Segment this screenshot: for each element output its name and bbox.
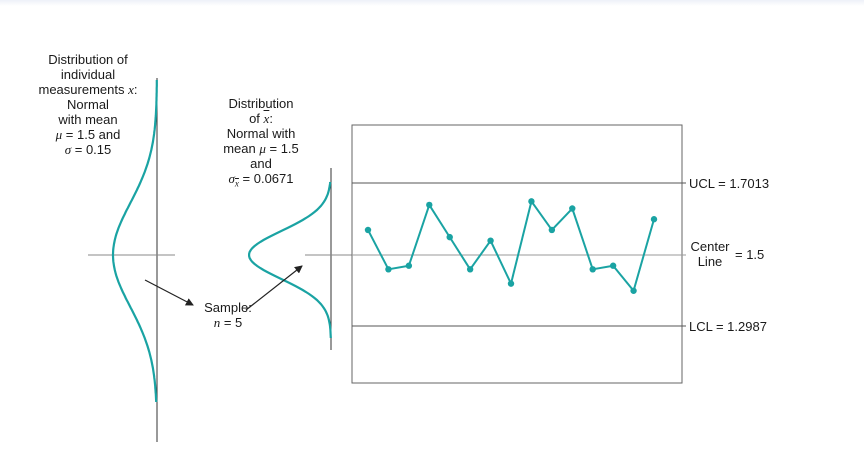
xbar-dist-line2-suffix: : xyxy=(269,111,273,126)
xbar-dist-line2-pre: of xyxy=(249,111,264,126)
series-segment xyxy=(428,204,451,238)
lcl-label: LCL = 1.2987 xyxy=(689,319,767,334)
xbar-dist-sigma-symbol: σ xyxy=(228,171,235,186)
data-point xyxy=(589,266,596,273)
control-chart-box xyxy=(351,124,683,384)
xbar-dist-line6-rest: = 0.0671 xyxy=(238,171,294,186)
individual-dist-mu-symbol: μ xyxy=(55,127,63,142)
xbar-dist-sigma-subscript: x xyxy=(234,178,239,189)
individual-dist-line5: with mean xyxy=(58,112,118,127)
series-segment xyxy=(612,265,635,292)
sample-arrow-to-xbar xyxy=(245,265,303,311)
xbar-dist-line4: mean μ = 1.5 xyxy=(206,141,316,156)
series-segment xyxy=(489,240,512,285)
data-point xyxy=(385,266,392,273)
xbar-series xyxy=(364,198,658,294)
series-segment xyxy=(551,207,574,231)
series-segment xyxy=(367,229,390,270)
individual-dist-curve xyxy=(111,80,158,403)
ucl-label: UCL = 1.7013 xyxy=(689,176,770,191)
xbar-dist-line4-pre: mean xyxy=(223,141,260,156)
individual-dist-line4: Normal xyxy=(67,97,109,112)
sample-line2: n = 5 xyxy=(198,315,258,330)
data-point xyxy=(405,262,413,269)
data-point xyxy=(487,237,494,244)
individual-dist-line1: Distribution of xyxy=(48,52,128,67)
data-point xyxy=(630,287,637,294)
xbar-dist-line1: Distribution xyxy=(228,96,294,111)
xbar-dist-line6: σx = 0.0671 xyxy=(206,171,316,192)
center-label-line1: Center xyxy=(690,239,730,254)
series-segment xyxy=(448,236,471,270)
sample-arrow-from-population xyxy=(144,279,194,306)
individual-dist-line7: σ = 0.15 xyxy=(28,142,148,157)
series-segment xyxy=(388,264,410,271)
data-point xyxy=(446,233,453,241)
data-point xyxy=(569,205,576,212)
data-point xyxy=(507,280,515,287)
center-label-line2: Line xyxy=(697,254,723,269)
individual-dist-line3-suffix: : xyxy=(133,82,138,97)
sample-n-var: n xyxy=(213,315,221,330)
series-segment xyxy=(469,240,492,270)
data-point xyxy=(548,226,556,234)
data-point xyxy=(466,266,474,273)
series-segment xyxy=(510,201,533,284)
data-point xyxy=(650,216,658,223)
xbar-dist-label: Distribution of x: Normal with mean μ = … xyxy=(206,96,316,192)
data-point xyxy=(364,226,372,234)
individual-dist-line3: measurements x: xyxy=(28,82,148,97)
xbar-dist-line5: and xyxy=(250,156,272,171)
xbar-dist-line2: of x: xyxy=(206,111,316,126)
individual-dist-line2: individual xyxy=(60,67,116,82)
sample-line2-rest: = 5 xyxy=(220,315,243,330)
individual-dist-line7-rest: = 0.15 xyxy=(71,142,112,157)
top-band xyxy=(0,0,864,6)
xbar-dist-mu-symbol: μ xyxy=(259,141,266,156)
individual-dist-label: Distribution of individual measurements … xyxy=(28,52,148,157)
series-segment xyxy=(592,264,614,271)
sample-label: Sample: n = 5 xyxy=(198,300,258,330)
xbar-dist-line4-rest: = 1.5 xyxy=(265,141,299,156)
individual-dist-line3-var: x xyxy=(128,82,134,97)
series-segment xyxy=(407,204,431,267)
series-segment xyxy=(632,218,655,292)
xbar-dist-line2-var: x xyxy=(263,111,270,126)
series-segment xyxy=(571,208,594,270)
center-value-label: = 1.5 xyxy=(735,247,765,262)
individual-dist-sigma-symbol: σ xyxy=(64,142,72,157)
data-point xyxy=(528,198,535,205)
xbar-dist-curve xyxy=(248,181,332,339)
data-point xyxy=(609,262,617,269)
xbar-dist-line3: Normal with xyxy=(226,126,296,141)
individual-dist-line3-text: measurements xyxy=(38,82,129,97)
individual-dist-line6: μ = 1.5 and xyxy=(28,127,148,142)
sample-line1: Sample: xyxy=(204,300,252,315)
series-segment xyxy=(530,200,553,231)
individual-dist-line6-rest: = 1.5 and xyxy=(62,127,121,142)
center-line-label: Center Line xyxy=(686,239,734,269)
data-point xyxy=(426,201,433,209)
